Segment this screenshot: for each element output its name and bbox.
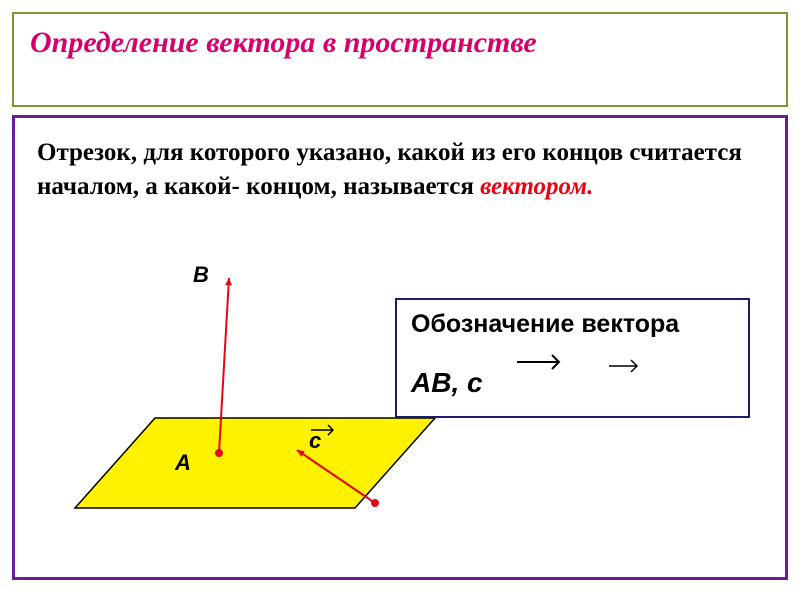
notation-title: Обозначение вектора (411, 310, 734, 339)
title-box: Определение вектора в пространстве (12, 12, 788, 107)
definition-text: Отрезок, для которого указано, какой из … (37, 136, 763, 204)
plane-shape (75, 418, 435, 508)
label-b: B (193, 262, 209, 288)
definition-prefix: Отрезок, для которого указано, какой из … (37, 139, 742, 200)
label-c: c (309, 428, 321, 454)
notation-box: Обозначение вектора AB, c (395, 298, 750, 418)
point-c-tail (371, 499, 379, 507)
definition-keyword: вектором. (480, 173, 593, 200)
notation-symbols: AB, c (411, 367, 734, 399)
content-box: Отрезок, для которого указано, какой из … (12, 115, 788, 580)
diagram-area: B A c Обозначение вектора AB, c (15, 258, 791, 578)
point-a (215, 449, 223, 457)
label-a: A (175, 450, 191, 476)
vector-ab-arrowhead (225, 278, 232, 285)
page-title: Определение вектора в пространстве (30, 24, 770, 62)
